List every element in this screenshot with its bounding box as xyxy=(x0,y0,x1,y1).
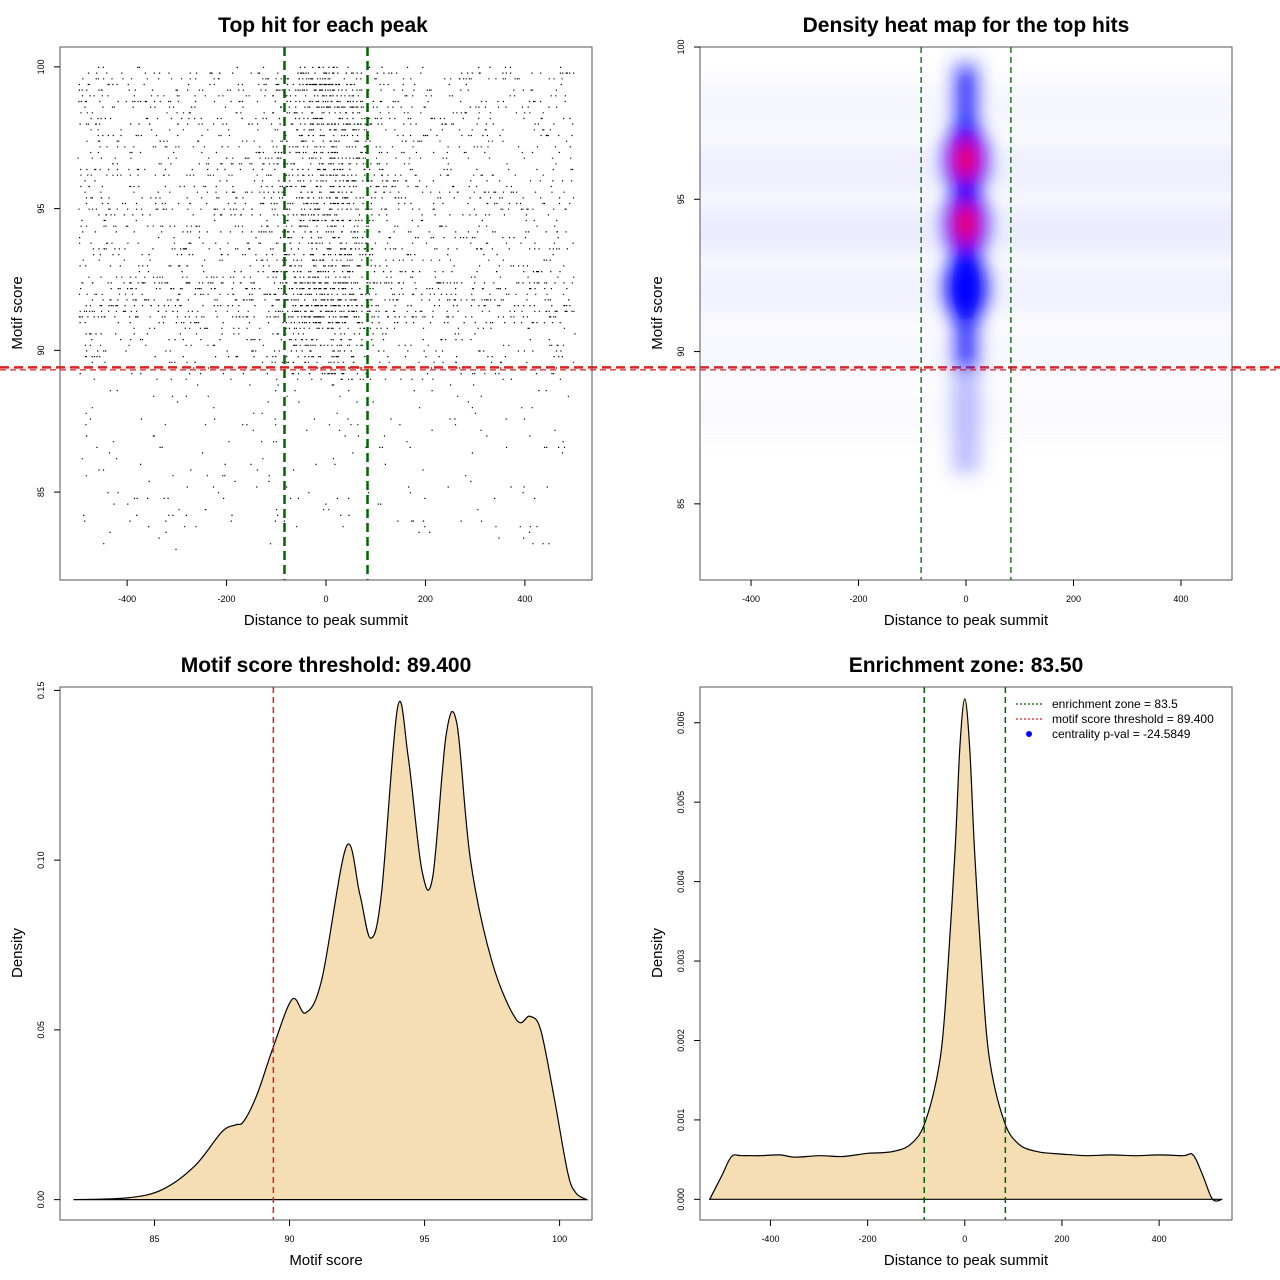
distance-density-panel: Enrichment zone: 83.50 -400 -200 0 200 400 0… xyxy=(649,654,1233,1269)
heatmap-hotspot xyxy=(955,203,977,244)
y-tick-label: 95 xyxy=(36,204,46,214)
score-density-y-axis: 0.00 0.05 0.10 0.15 xyxy=(36,682,60,1209)
distance-density-y-label: Density xyxy=(649,927,666,978)
heatmap-y-axis: 85 90 95 100 xyxy=(676,39,700,509)
y-tick-label: 0.15 xyxy=(36,682,46,700)
scatter-panel: Top hit for each peak -400 -200 0 200 400 85… xyxy=(0,14,1280,629)
scatter-y-label: Motif score xyxy=(9,276,26,349)
distance-density-x-label: Distance to peak summit xyxy=(884,1252,1049,1269)
y-tick-label: 0.001 xyxy=(676,1109,686,1132)
score-density-panel: Motif score threshold: 89.400 85 90 95 100 … xyxy=(9,654,593,1269)
scatter-title: Top hit for each peak xyxy=(218,14,428,37)
distance-density-legend: enrichment zone = 83.5 motif score thres… xyxy=(1016,697,1214,741)
scatter-y-axis: 85 90 95 100 xyxy=(36,59,60,497)
heatmap-panel: Density heat map for the top hits -400 -2… xyxy=(0,14,1280,629)
heatmap-hotspot xyxy=(955,139,977,180)
x-tick-label: 100 xyxy=(552,1234,567,1244)
score-density-title: Motif score threshold: 89.400 xyxy=(181,654,472,677)
y-tick-label: 0.005 xyxy=(676,791,686,814)
distance-density-reference-lines xyxy=(923,687,1007,1220)
distance-density-y-axis: 0.000 0.001 0.002 0.003 0.004 0.005 0.006 xyxy=(676,711,700,1211)
x-tick-label: 400 xyxy=(1152,1234,1167,1244)
score-density-area xyxy=(73,700,589,1201)
heatmap-reference-lines xyxy=(0,47,1280,580)
y-tick-label: 0.00 xyxy=(36,1191,46,1209)
y-tick-label: 0.000 xyxy=(676,1188,686,1211)
y-tick-label: 0.10 xyxy=(36,851,46,869)
x-tick-label: 400 xyxy=(1173,594,1188,604)
x-tick-label: 95 xyxy=(420,1234,430,1244)
y-tick-label: 100 xyxy=(676,39,686,54)
scatter-points xyxy=(77,66,576,551)
score-density-x-axis: 85 90 95 100 xyxy=(150,1220,567,1244)
legend-threshold-label: motif score threshold = 89.400 xyxy=(1052,712,1214,726)
x-tick-label: 0 xyxy=(962,1234,967,1244)
legend-pval-label: centrality p-val = -24.5849 xyxy=(1052,727,1191,741)
score-density-y-label: Density xyxy=(9,927,26,978)
y-tick-label: 85 xyxy=(36,487,46,497)
y-tick-label: 0.006 xyxy=(676,711,686,734)
scatter-x-label: Distance to peak summit xyxy=(244,612,409,629)
scatter-point-cloud xyxy=(77,66,576,551)
x-tick-label: 0 xyxy=(323,594,328,604)
scatter-plot-frame xyxy=(59,46,593,581)
x-tick-label: -400 xyxy=(742,594,760,604)
heatmap-cells xyxy=(700,59,1232,474)
distance-density-plot-frame xyxy=(699,686,1233,1221)
x-tick-label: 200 xyxy=(1054,1234,1069,1244)
x-tick-label: 200 xyxy=(418,594,433,604)
legend-enrichment-zone-label: enrichment zone = 83.5 xyxy=(1052,697,1178,711)
y-tick-label: 0.002 xyxy=(676,1029,686,1052)
y-tick-label: 0.05 xyxy=(36,1021,46,1039)
x-tick-label: -400 xyxy=(761,1234,779,1244)
heatmap-blob xyxy=(944,251,988,324)
x-tick-label: -200 xyxy=(850,594,868,604)
y-tick-label: 90 xyxy=(36,345,46,355)
score-density-x-label: Motif score xyxy=(289,1252,362,1269)
x-tick-label: -400 xyxy=(118,594,136,604)
x-tick-label: 0 xyxy=(963,594,968,604)
score-density-plot-frame xyxy=(59,686,593,1221)
y-tick-label: 0.004 xyxy=(676,870,686,893)
y-tick-label: 100 xyxy=(36,59,46,74)
scatter-x-axis: -400 -200 0 200 400 xyxy=(118,580,532,604)
heatmap-x-axis: -400 -200 0 200 400 xyxy=(742,580,1188,604)
distance-density-area xyxy=(708,698,1223,1202)
heatmap-y-label: Motif score xyxy=(649,276,666,349)
heatmap-density xyxy=(700,59,1232,474)
y-tick-label: 90 xyxy=(676,347,686,357)
legend-pval-swatch xyxy=(1026,731,1032,737)
heatmap-x-label: Distance to peak summit xyxy=(884,612,1049,629)
distance-density-x-axis: -400 -200 0 200 400 xyxy=(761,1220,1167,1244)
x-tick-label: 200 xyxy=(1066,594,1081,604)
x-tick-label: 85 xyxy=(150,1234,160,1244)
y-tick-label: 0.003 xyxy=(676,950,686,973)
x-tick-label: 400 xyxy=(517,594,532,604)
x-tick-label: 90 xyxy=(285,1234,295,1244)
y-tick-label: 85 xyxy=(676,499,686,509)
y-tick-label: 95 xyxy=(676,194,686,204)
x-tick-label: -200 xyxy=(218,594,236,604)
distance-density-title: Enrichment zone: 83.50 xyxy=(849,654,1084,677)
x-tick-label: -200 xyxy=(859,1234,877,1244)
heatmap-title: Density heat map for the top hits xyxy=(803,14,1130,37)
